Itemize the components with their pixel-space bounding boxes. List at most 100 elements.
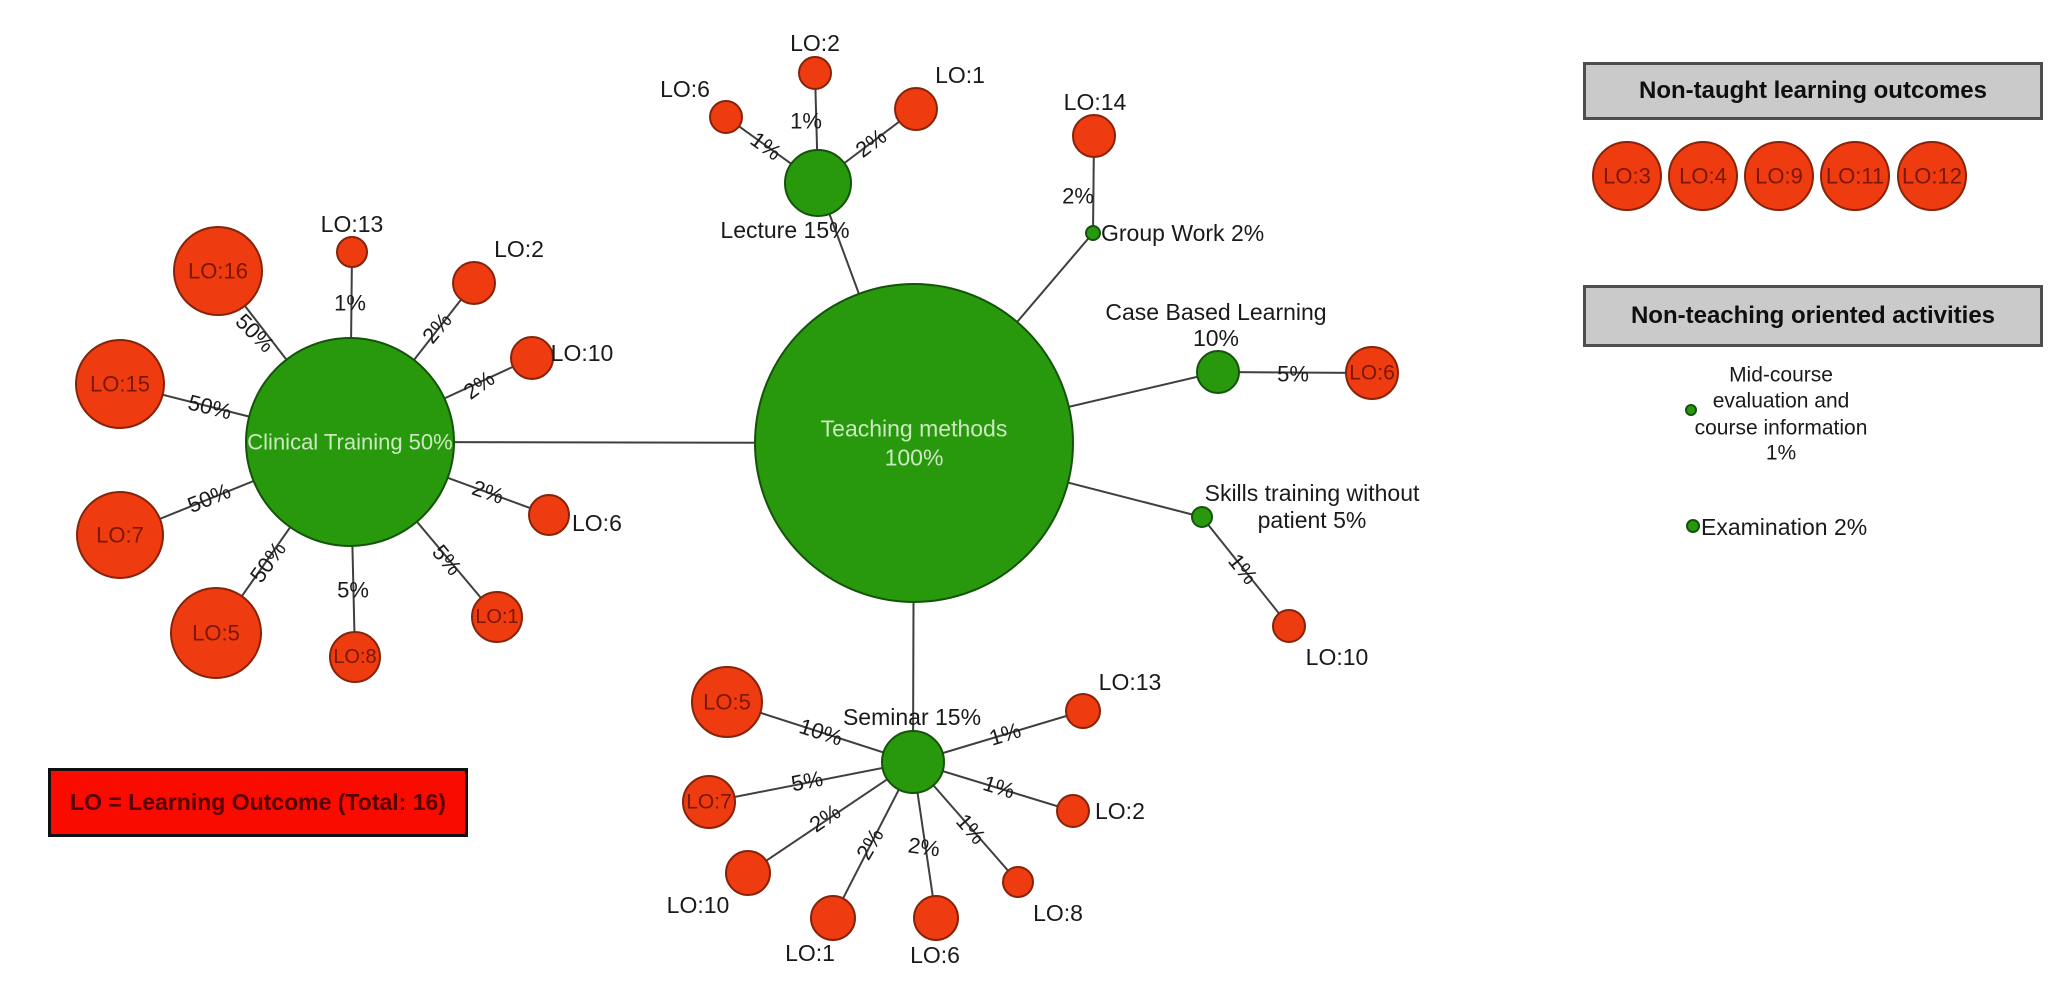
node-teaching bbox=[754, 283, 1074, 603]
label-pct-clinical-lo13: 1% bbox=[334, 291, 366, 316]
label-eval-line-3: course information bbox=[1695, 417, 1868, 440]
label-pct-gw-lo14: 2% bbox=[1062, 184, 1094, 209]
node-c-lo1 bbox=[471, 591, 523, 643]
node-nt-lo11 bbox=[1820, 141, 1890, 211]
label-clinical-lo13-name: LO:13 bbox=[321, 211, 384, 237]
node-label-teaching-0: Teaching methods bbox=[821, 416, 1008, 442]
node-sm-lo1 bbox=[810, 895, 856, 941]
node-label-clinical: Clinical Training 50% bbox=[247, 430, 452, 455]
label-lecture-lo2-name: LO:2 bbox=[790, 30, 840, 56]
node-l-lo6 bbox=[709, 100, 743, 134]
label-pct-skills-lo10: 1% bbox=[1223, 549, 1262, 589]
node-sm-lo5 bbox=[691, 666, 763, 738]
label-cbl-title-1: Case Based Learning bbox=[1105, 299, 1326, 325]
node-lecture bbox=[784, 149, 852, 217]
node-label-c-lo5: LO:5 bbox=[192, 621, 240, 646]
node-c-lo15 bbox=[75, 339, 165, 429]
node-exam-dot bbox=[1686, 519, 1700, 533]
label-groupwork-title: Group Work 2% bbox=[1101, 220, 1264, 246]
node-nt-lo9 bbox=[1744, 141, 1814, 211]
label-seminar-lo8-name: LO:8 bbox=[1033, 900, 1083, 926]
label-clinical-lo6-name: LO:6 bbox=[572, 510, 622, 536]
label-pct-clinical-lo8: 5% bbox=[337, 578, 369, 603]
label-pct-seminar-lo1: 2% bbox=[851, 824, 889, 864]
label-pct-lecture-lo2: 1% bbox=[790, 109, 822, 134]
label-seminar-title: Seminar 15% bbox=[843, 704, 981, 730]
node-label-sm-lo7: LO:7 bbox=[686, 791, 732, 814]
node-c-lo6 bbox=[528, 494, 570, 536]
node-label-nt-lo9: LO:9 bbox=[1755, 164, 1803, 189]
node-skills bbox=[1191, 506, 1213, 528]
label-cbl-title-2: 10% bbox=[1193, 325, 1239, 351]
label-seminar-lo10-name: LO:10 bbox=[667, 892, 730, 918]
node-label-sm-lo5: LO:5 bbox=[703, 690, 751, 715]
node-label-c-lo15: LO:15 bbox=[90, 372, 150, 397]
label-pct-seminar-lo7: 5% bbox=[789, 766, 825, 797]
label-pct-seminar-lo13: 1% bbox=[986, 717, 1024, 750]
node-eval-dot bbox=[1685, 404, 1697, 416]
node-sm-lo8 bbox=[1002, 866, 1034, 898]
label-pct-clinical-lo6: 2% bbox=[469, 475, 507, 509]
node-label-nt-lo12: LO:12 bbox=[1902, 164, 1962, 189]
edge-skills-s-lo10 bbox=[1201, 516, 1290, 627]
node-sm-lo10 bbox=[725, 850, 771, 896]
node-c-lo10 bbox=[510, 336, 554, 380]
node-label-teaching-1: 100% bbox=[885, 444, 944, 470]
node-lo14 bbox=[1072, 114, 1116, 158]
edge-seminar-sm-lo7 bbox=[708, 761, 914, 803]
node-label-nt-lo3: LO:3 bbox=[1603, 164, 1651, 189]
label-pct-clinical-lo7: 50% bbox=[184, 478, 234, 518]
label-skills-lo10-name: LO:10 bbox=[1306, 644, 1369, 670]
node-seminar bbox=[881, 730, 945, 794]
node-nt-lo4 bbox=[1668, 141, 1738, 211]
node-c-lo7 bbox=[76, 491, 164, 579]
node-cbl bbox=[1196, 350, 1240, 394]
label-seminar-lo2-name: LO:2 bbox=[1095, 798, 1145, 824]
label-seminar-lo1-name: LO:1 bbox=[785, 940, 835, 966]
node-clinical bbox=[245, 337, 455, 547]
node-c-lo2 bbox=[452, 261, 496, 305]
node-sm-lo6 bbox=[913, 895, 959, 941]
node-nt-lo3 bbox=[1592, 141, 1662, 211]
non-taught-outcomes-header: Non-taught learning outcomes bbox=[1583, 62, 2043, 120]
node-c-lo8 bbox=[329, 631, 381, 683]
label-skills-title-1: Skills training without bbox=[1205, 480, 1420, 506]
label-pct-clinical-lo16: 50% bbox=[231, 309, 280, 358]
label-pct-cbl-lo6: 5% bbox=[1277, 362, 1309, 387]
node-label-cbl-lo6: LO:6 bbox=[1349, 362, 1395, 385]
label-skills-title-2: patient 5% bbox=[1258, 507, 1367, 533]
label-seminar-lo6-name: LO:6 bbox=[910, 942, 960, 968]
node-gw bbox=[1085, 225, 1101, 241]
node-sm-lo13 bbox=[1065, 693, 1101, 729]
label-lecture-title: Lecture 15% bbox=[720, 217, 849, 243]
label-pct-clinical-lo10: 2% bbox=[459, 366, 499, 405]
label-pct-seminar-lo2: 1% bbox=[980, 770, 1018, 803]
label-eval-line-2: evaluation and bbox=[1713, 390, 1850, 413]
node-c-lo16 bbox=[173, 226, 263, 316]
edge-seminar-sm-lo10 bbox=[747, 761, 914, 874]
node-c-lo13 bbox=[336, 236, 368, 268]
label-lecture-lo1-name: LO:1 bbox=[935, 62, 985, 88]
label-pct-seminar-lo6: 2% bbox=[907, 832, 942, 861]
node-nt-lo12 bbox=[1897, 141, 1967, 211]
node-l-lo2 bbox=[798, 56, 832, 90]
node-label-c-lo7: LO:7 bbox=[96, 523, 144, 548]
label-pct-seminar-lo5: 10% bbox=[796, 713, 846, 750]
label-pct-clinical-lo15: 50% bbox=[186, 390, 235, 425]
node-c-lo5 bbox=[170, 587, 262, 679]
label-pct-lecture-lo6: 1% bbox=[746, 127, 786, 166]
node-s-lo10 bbox=[1272, 609, 1306, 643]
node-label-nt-lo4: LO:4 bbox=[1679, 164, 1727, 189]
node-label-c-lo16: LO:16 bbox=[188, 259, 248, 284]
label-eval-line-1: Mid-course bbox=[1729, 364, 1833, 387]
node-sm-lo2 bbox=[1056, 794, 1090, 828]
label-eval-line-4: 1% bbox=[1766, 442, 1796, 465]
node-cbl-lo6 bbox=[1345, 346, 1399, 400]
node-l-lo1 bbox=[894, 87, 938, 131]
label-clinical-lo2-name: LO:2 bbox=[494, 236, 544, 262]
label-lo14-name: LO:14 bbox=[1064, 89, 1127, 115]
label-pct-lecture-lo1: 2% bbox=[851, 123, 891, 162]
label-clinical-lo10-name: LO:10 bbox=[551, 340, 614, 366]
